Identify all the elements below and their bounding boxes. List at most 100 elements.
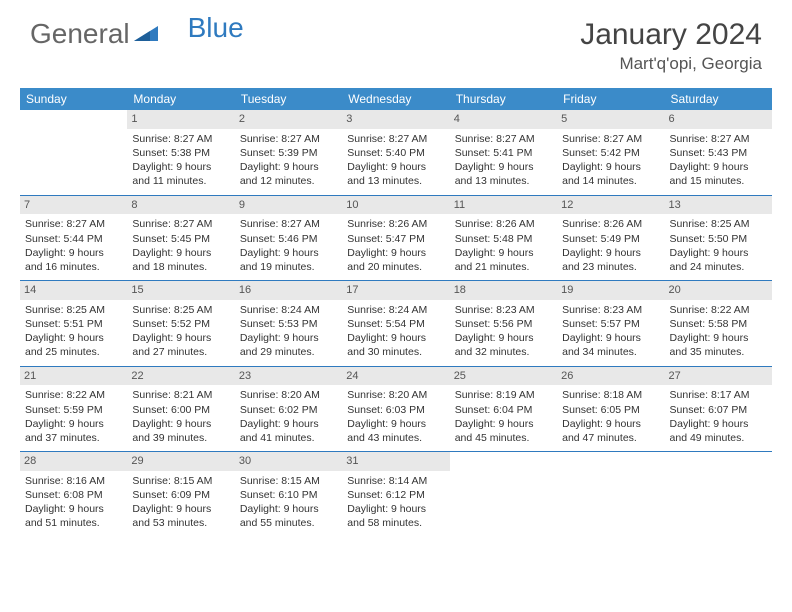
sunset-value: 5:56 PM: [493, 318, 532, 330]
header: General Blue January 2024 Mart'q'opi, Ge…: [0, 0, 792, 82]
sunrise-value: 8:25 AM: [66, 304, 105, 316]
sunset-label: Sunset:: [347, 489, 383, 501]
day-cell: 3Sunrise: 8:27 AMSunset: 5:40 PMDaylight…: [342, 110, 449, 195]
day-cell: 5Sunrise: 8:27 AMSunset: 5:42 PMDaylight…: [557, 110, 664, 195]
sunset-line: Sunset: 6:07 PM: [670, 403, 767, 417]
sunrise-label: Sunrise:: [132, 475, 171, 487]
sunset-line: Sunset: 5:44 PM: [25, 232, 122, 246]
sunrise-line: Sunrise: 8:27 AM: [670, 132, 767, 146]
sunset-label: Sunset:: [670, 404, 706, 416]
logo-text-blue: Blue: [188, 12, 244, 44]
sunrise-label: Sunrise:: [562, 304, 601, 316]
weekday-header: Friday: [557, 88, 664, 110]
sunrise-line: Sunrise: 8:24 AM: [240, 303, 337, 317]
sunrise-value: 8:16 AM: [66, 475, 105, 487]
day-number: 17: [342, 281, 449, 300]
empty-cell: .: [450, 452, 557, 537]
sunset-line: Sunset: 5:58 PM: [670, 317, 767, 331]
day-number: 18: [450, 281, 557, 300]
sunset-line: Sunset: 6:10 PM: [240, 488, 337, 502]
sunrise-label: Sunrise:: [347, 389, 386, 401]
day-number: 8: [127, 196, 234, 215]
sunrise-value: 8:20 AM: [389, 389, 428, 401]
sunset-line: Sunset: 5:57 PM: [562, 317, 659, 331]
sunrise-line: Sunrise: 8:27 AM: [240, 217, 337, 231]
day-cell: 14Sunrise: 8:25 AMSunset: 5:51 PMDayligh…: [20, 281, 127, 367]
sunset-line: Sunset: 5:50 PM: [670, 232, 767, 246]
sunrise-label: Sunrise:: [132, 389, 171, 401]
sunset-line: Sunset: 5:56 PM: [455, 317, 552, 331]
daylight-line1: Daylight: 9 hours: [132, 246, 229, 260]
logo-mark-icon: [134, 18, 160, 50]
sunset-line: Sunset: 6:05 PM: [562, 403, 659, 417]
sunset-label: Sunset:: [455, 233, 491, 245]
sunset-label: Sunset:: [132, 147, 168, 159]
day-cell: 21Sunrise: 8:22 AMSunset: 5:59 PMDayligh…: [20, 366, 127, 452]
day-cell: 2Sunrise: 8:27 AMSunset: 5:39 PMDaylight…: [235, 110, 342, 195]
calendar-body: .1Sunrise: 8:27 AMSunset: 5:38 PMDayligh…: [20, 110, 772, 537]
sunrise-label: Sunrise:: [132, 218, 171, 230]
day-number: 1: [127, 110, 234, 129]
sunset-label: Sunset:: [347, 404, 383, 416]
day-number: 3: [342, 110, 449, 129]
sunset-value: 5:46 PM: [278, 233, 317, 245]
sunset-label: Sunset:: [240, 233, 276, 245]
daylight-line2: and 32 minutes.: [455, 345, 552, 359]
daylight-line2: and 12 minutes.: [240, 174, 337, 188]
sunrise-line: Sunrise: 8:23 AM: [562, 303, 659, 317]
sunrise-value: 8:19 AM: [496, 389, 535, 401]
sunset-line: Sunset: 5:45 PM: [132, 232, 229, 246]
daylight-line1: Daylight: 9 hours: [240, 160, 337, 174]
sunrise-value: 8:27 AM: [174, 133, 213, 145]
sunrise-label: Sunrise:: [455, 304, 494, 316]
daylight-line2: and 11 minutes.: [132, 174, 229, 188]
daylight-line2: and 13 minutes.: [347, 174, 444, 188]
sunset-line: Sunset: 6:00 PM: [132, 403, 229, 417]
sunrise-label: Sunrise:: [670, 218, 709, 230]
sunrise-label: Sunrise:: [455, 133, 494, 145]
sunrise-label: Sunrise:: [132, 133, 171, 145]
sunset-line: Sunset: 5:47 PM: [347, 232, 444, 246]
sunrise-label: Sunrise:: [562, 218, 601, 230]
daylight-line1: Daylight: 9 hours: [562, 417, 659, 431]
day-number: 13: [665, 196, 772, 215]
sunset-value: 5:43 PM: [708, 147, 747, 159]
day-cell: 6Sunrise: 8:27 AMSunset: 5:43 PMDaylight…: [665, 110, 772, 195]
sunset-label: Sunset:: [562, 147, 598, 159]
sunset-label: Sunset:: [25, 404, 61, 416]
sunrise-line: Sunrise: 8:27 AM: [132, 132, 229, 146]
sunset-value: 6:04 PM: [493, 404, 532, 416]
sunrise-value: 8:23 AM: [496, 304, 535, 316]
sunrise-value: 8:25 AM: [174, 304, 213, 316]
day-cell: 19Sunrise: 8:23 AMSunset: 5:57 PMDayligh…: [557, 281, 664, 367]
sunset-line: Sunset: 5:42 PM: [562, 146, 659, 160]
sunrise-value: 8:25 AM: [711, 218, 750, 230]
day-cell: 30Sunrise: 8:15 AMSunset: 6:10 PMDayligh…: [235, 452, 342, 537]
day-cell: 31Sunrise: 8:14 AMSunset: 6:12 PMDayligh…: [342, 452, 449, 537]
sunrise-label: Sunrise:: [562, 389, 601, 401]
daylight-line1: Daylight: 9 hours: [670, 331, 767, 345]
daylight-line1: Daylight: 9 hours: [240, 331, 337, 345]
empty-cell: .: [665, 452, 772, 537]
sunset-line: Sunset: 5:49 PM: [562, 232, 659, 246]
sunrise-value: 8:18 AM: [604, 389, 643, 401]
sunrise-line: Sunrise: 8:15 AM: [240, 474, 337, 488]
daylight-line1: Daylight: 9 hours: [240, 246, 337, 260]
sunset-label: Sunset:: [455, 318, 491, 330]
sunrise-value: 8:27 AM: [604, 133, 643, 145]
calendar-row: 28Sunrise: 8:16 AMSunset: 6:08 PMDayligh…: [20, 452, 772, 537]
day-number: 24: [342, 367, 449, 386]
sunrise-line: Sunrise: 8:19 AM: [455, 388, 552, 402]
day-number: 7: [20, 196, 127, 215]
location-text: Mart'q'opi, Georgia: [580, 54, 762, 74]
day-number: 27: [665, 367, 772, 386]
daylight-line2: and 24 minutes.: [670, 260, 767, 274]
sunrise-label: Sunrise:: [455, 218, 494, 230]
daylight-line1: Daylight: 9 hours: [347, 502, 444, 516]
sunrise-line: Sunrise: 8:22 AM: [25, 388, 122, 402]
sunrise-line: Sunrise: 8:20 AM: [347, 388, 444, 402]
sunset-label: Sunset:: [562, 318, 598, 330]
sunset-line: Sunset: 5:53 PM: [240, 317, 337, 331]
sunset-value: 5:59 PM: [64, 404, 103, 416]
sunrise-label: Sunrise:: [562, 133, 601, 145]
